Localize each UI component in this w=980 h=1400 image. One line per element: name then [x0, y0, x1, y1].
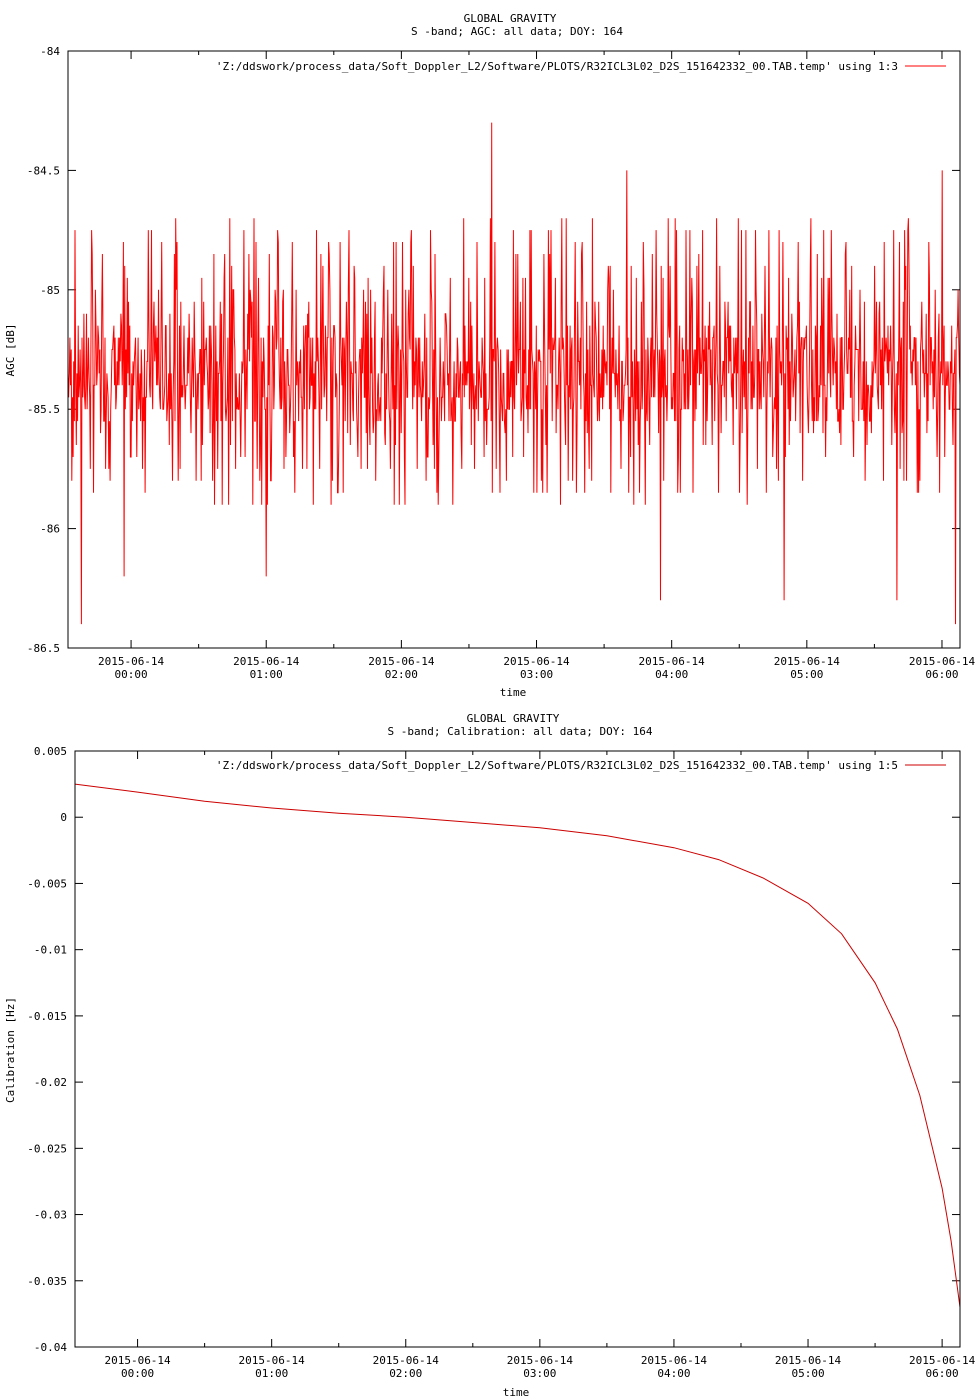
- y-tick-label: -0.02: [34, 1076, 67, 1089]
- series-line: [67, 122, 961, 625]
- y-tick-label: 0: [60, 811, 67, 824]
- y-tick-label: 0.005: [34, 745, 67, 758]
- x-tick-time: 05:00: [791, 1367, 824, 1380]
- x-tick-date: 2015-06-14: [909, 655, 976, 668]
- x-axis-ticks: 2015-06-1400:002015-06-1401:002015-06-14…: [104, 751, 976, 1380]
- plot-frame: [67, 50, 961, 649]
- x-tick-date: 2015-06-14: [774, 655, 841, 668]
- x-tick-date: 2015-06-14: [641, 1354, 708, 1367]
- x-tick-date: 2015-06-14: [233, 655, 300, 668]
- plot-frame: [74, 750, 961, 1348]
- x-axis-label: time: [500, 686, 527, 699]
- chart-subtitle: S -band; AGC: all data; DOY: 164: [411, 25, 623, 38]
- y-tick-label: -84: [40, 45, 60, 58]
- y-axis-ticks: 0.005 0 -0.005 -0.01 -0.015 -0.02 -0.025 -0.03 -…: [27, 745, 960, 1354]
- x-tick-date: 2015-06-14: [239, 1354, 306, 1367]
- x-tick-time: 02:00: [389, 1367, 422, 1380]
- y-tick-label: -0.035: [27, 1275, 67, 1288]
- x-tick-time: 06:00: [925, 668, 958, 681]
- y-tick-label: -84.5: [27, 164, 60, 177]
- x-tick-date: 2015-06-14: [775, 1354, 842, 1367]
- chart-title: GLOBAL GRAVITY: [464, 12, 557, 25]
- y-tick-label: -86.5: [27, 642, 60, 655]
- y-tick-label: -0.005: [27, 877, 67, 890]
- y-tick-label: -85.5: [27, 403, 60, 416]
- x-tick-time: 00:00: [115, 668, 148, 681]
- series-line: [74, 783, 961, 1308]
- x-tick-time: 00:00: [121, 1367, 154, 1380]
- x-tick-time: 05:00: [790, 668, 823, 681]
- chart-title: GLOBAL GRAVITY: [467, 712, 560, 725]
- x-axis-ticks: 2015-06-1400:002015-06-1401:002015-06-14…: [98, 51, 976, 681]
- y-tick-label: -86: [40, 523, 60, 536]
- x-tick-time: 04:00: [655, 668, 688, 681]
- x-tick-date: 2015-06-14: [503, 655, 570, 668]
- y-tick-label: -0.01: [34, 944, 67, 957]
- legend-label: 'Z:/ddswork/process_data/Soft_Doppler_L2…: [216, 759, 898, 772]
- x-tick-time: 02:00: [385, 668, 418, 681]
- x-tick-date: 2015-06-14: [909, 1354, 976, 1367]
- x-tick-time: 06:00: [926, 1367, 959, 1380]
- chart-agc: GLOBAL GRAVITY S -band; AGC: all data; D…: [4, 12, 975, 699]
- y-tick-label: -0.04: [34, 1341, 67, 1354]
- y-tick-label: -0.015: [27, 1010, 67, 1023]
- chart-calibration: GLOBAL GRAVITY S -band; Calibration: all…: [4, 712, 976, 1399]
- x-tick-time: 03:00: [523, 1367, 556, 1380]
- series-agc: [67, 122, 961, 625]
- x-tick-date: 2015-06-14: [373, 1354, 440, 1367]
- x-tick-time: 04:00: [657, 1367, 690, 1380]
- x-tick-time: 01:00: [255, 1367, 288, 1380]
- x-tick-time: 03:00: [520, 668, 553, 681]
- chart-subtitle: S -band; Calibration: all data; DOY: 164: [388, 725, 653, 738]
- y-tick-label: -0.03: [34, 1209, 67, 1222]
- x-tick-date: 2015-06-14: [368, 655, 435, 668]
- y-tick-label: -0.025: [27, 1142, 67, 1155]
- x-tick-time: 01:00: [250, 668, 283, 681]
- x-tick-date: 2015-06-14: [507, 1354, 574, 1367]
- x-tick-date: 2015-06-14: [104, 1354, 171, 1367]
- series-calibration: [74, 783, 961, 1308]
- y-axis-label: Calibration [Hz]: [4, 997, 17, 1103]
- legend-label: 'Z:/ddswork/process_data/Soft_Doppler_L2…: [216, 60, 898, 73]
- x-tick-date: 2015-06-14: [639, 655, 706, 668]
- y-tick-label: -85: [40, 284, 60, 297]
- x-tick-date: 2015-06-14: [98, 655, 165, 668]
- x-axis-label: time: [503, 1386, 530, 1399]
- y-axis-label: AGC [dB]: [4, 324, 17, 377]
